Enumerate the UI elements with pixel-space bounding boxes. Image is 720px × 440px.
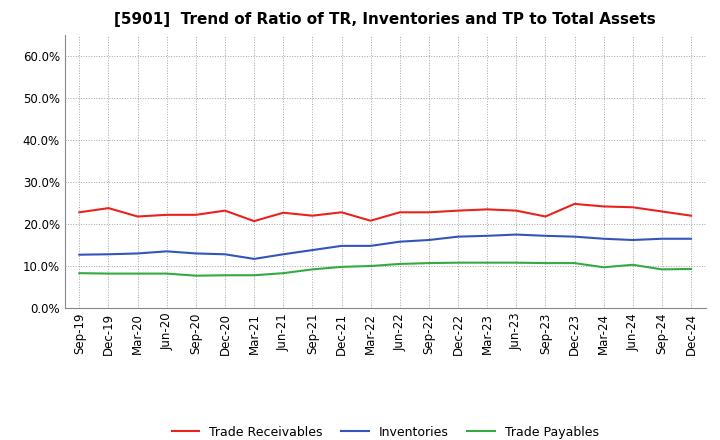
Inventories [366, 243, 375, 249]
Trade Payables [308, 267, 317, 272]
Trade Receivables [687, 213, 696, 218]
Trade Payables [512, 260, 521, 265]
Trade Payables [425, 260, 433, 266]
Trade Receivables [104, 205, 113, 211]
Trade Payables [629, 262, 637, 268]
Inventories [629, 237, 637, 242]
Trade Receivables [570, 201, 579, 206]
Line: Trade Payables: Trade Payables [79, 263, 691, 276]
Inventories [163, 249, 171, 254]
Trade Payables [192, 273, 200, 279]
Trade Payables [687, 266, 696, 271]
Inventories [308, 247, 317, 253]
Inventories [395, 239, 404, 244]
Inventories [133, 251, 142, 256]
Trade Receivables [220, 208, 229, 213]
Trade Payables [75, 271, 84, 276]
Trade Receivables [541, 214, 550, 219]
Inventories [454, 234, 462, 239]
Trade Payables [337, 264, 346, 270]
Trade Payables [454, 260, 462, 265]
Trade Receivables [395, 210, 404, 215]
Trade Payables [657, 267, 666, 272]
Line: Trade Receivables: Trade Receivables [79, 204, 691, 221]
Trade Payables [395, 261, 404, 267]
Inventories [75, 252, 84, 257]
Trade Receivables [512, 208, 521, 213]
Trade Receivables [279, 210, 287, 215]
Trade Receivables [250, 219, 258, 224]
Title: [5901]  Trend of Ratio of TR, Inventories and TP to Total Assets: [5901] Trend of Ratio of TR, Inventories… [114, 12, 656, 27]
Inventories [512, 232, 521, 237]
Trade Payables [366, 264, 375, 269]
Inventories [192, 251, 200, 256]
Inventories [279, 252, 287, 257]
Trade Receivables [308, 213, 317, 218]
Trade Payables [163, 271, 171, 276]
Trade Receivables [483, 207, 492, 212]
Trade Payables [599, 264, 608, 270]
Trade Payables [250, 273, 258, 278]
Inventories [541, 233, 550, 238]
Line: Inventories: Inventories [79, 235, 691, 259]
Trade Receivables [337, 210, 346, 215]
Trade Payables [483, 260, 492, 265]
Trade Receivables [366, 218, 375, 224]
Inventories [104, 252, 113, 257]
Trade Payables [220, 273, 229, 278]
Trade Receivables [657, 209, 666, 214]
Inventories [687, 236, 696, 242]
Trade Receivables [163, 212, 171, 217]
Trade Receivables [75, 210, 84, 215]
Inventories [250, 256, 258, 261]
Inventories [220, 252, 229, 257]
Trade Receivables [629, 205, 637, 210]
Inventories [599, 236, 608, 242]
Trade Receivables [599, 204, 608, 209]
Trade Payables [133, 271, 142, 276]
Legend: Trade Receivables, Inventories, Trade Payables: Trade Receivables, Inventories, Trade Pa… [166, 421, 604, 440]
Trade Receivables [425, 210, 433, 215]
Trade Payables [541, 260, 550, 266]
Trade Receivables [454, 208, 462, 213]
Trade Receivables [133, 214, 142, 219]
Inventories [337, 243, 346, 249]
Inventories [657, 236, 666, 242]
Trade Payables [570, 260, 579, 266]
Inventories [570, 234, 579, 239]
Inventories [483, 233, 492, 238]
Inventories [425, 237, 433, 242]
Trade Payables [104, 271, 113, 276]
Trade Receivables [192, 212, 200, 217]
Trade Payables [279, 271, 287, 276]
